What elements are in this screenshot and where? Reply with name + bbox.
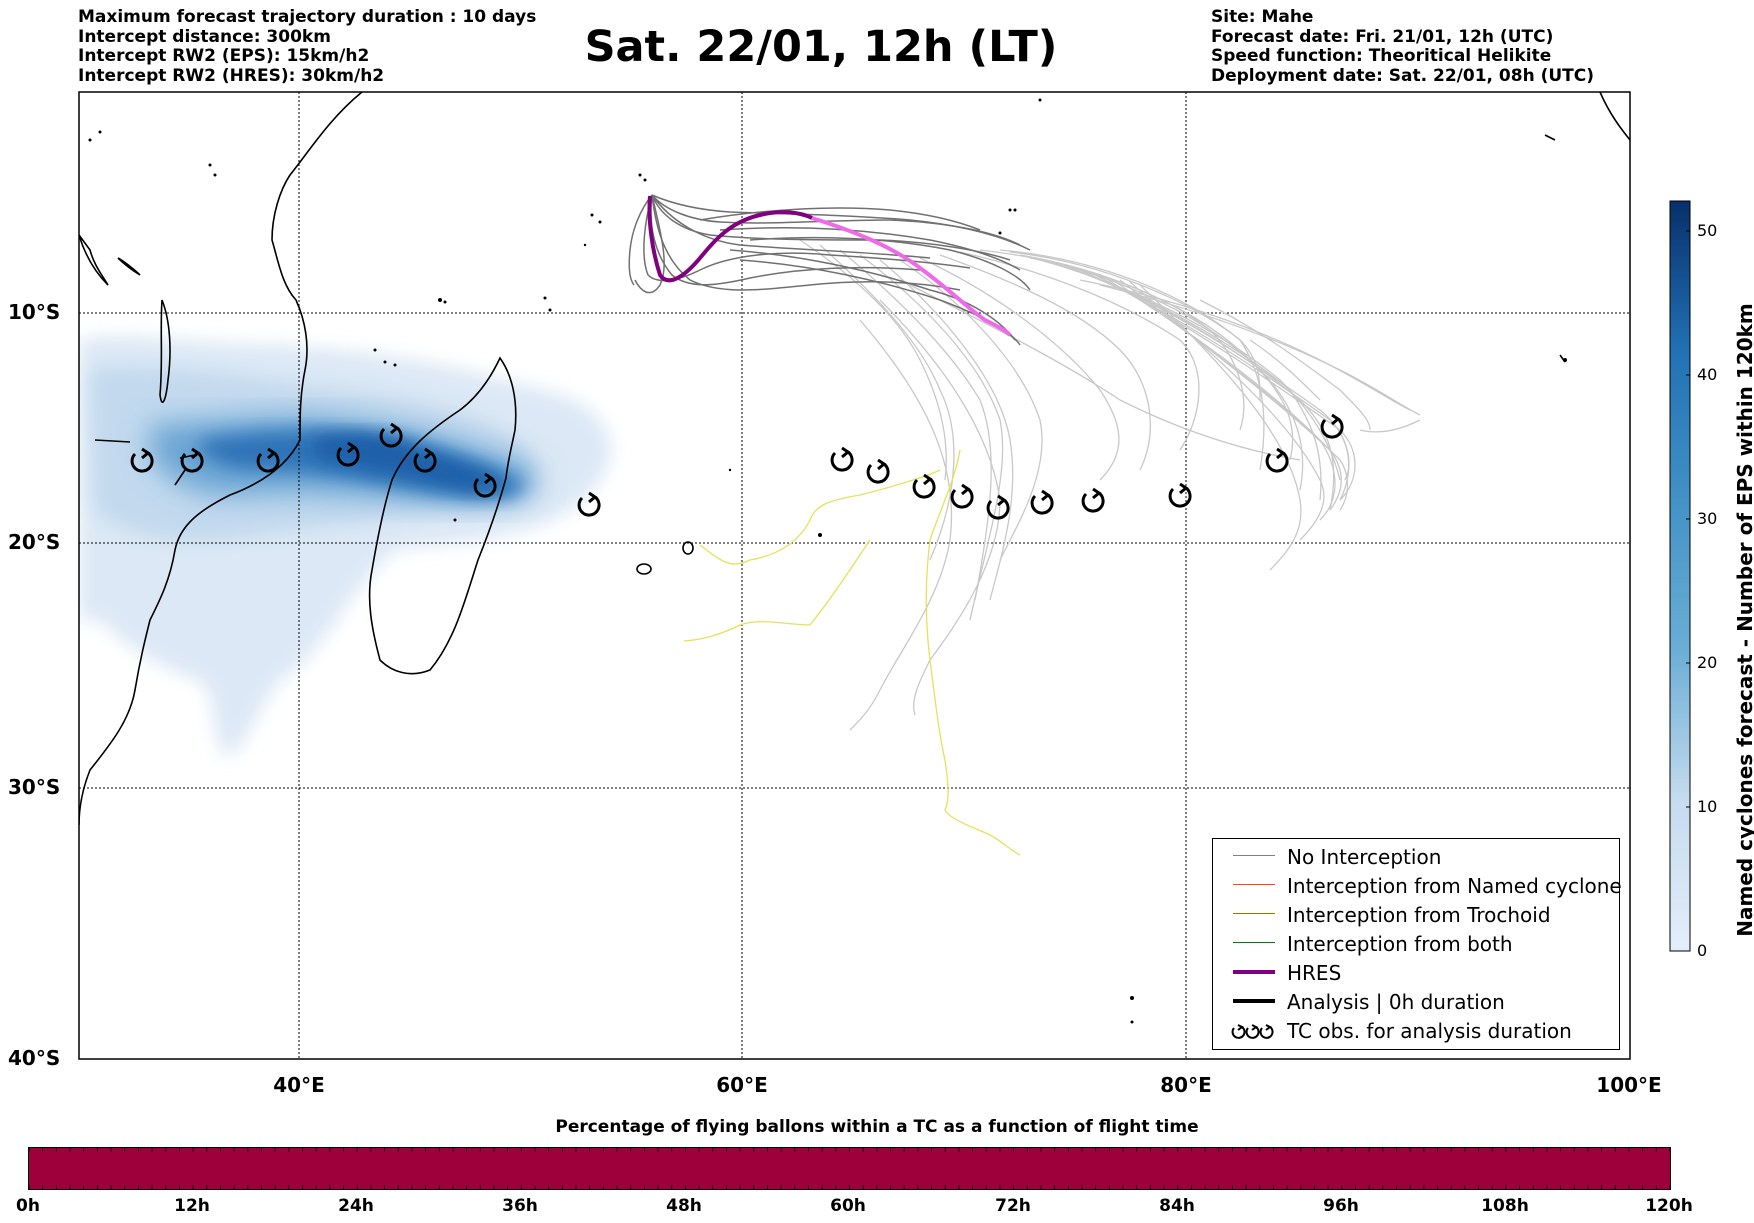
tc-observations [130,413,1344,520]
flight-time-tick: 72h [995,1196,1031,1216]
param-intercept-hres: Intercept RW2 (HRES): 30km/h2 [78,65,385,86]
coastlines [79,92,1630,826]
lat-label-20s: 20°S [8,530,61,554]
cyclone-icon [1231,1024,1274,1039]
colorbar [1669,200,1691,952]
flight-time-tick: 0h [16,1196,40,1216]
small-islands [88,98,1567,1024]
legend-line [1233,913,1275,914]
param-duration: Maximum forecast trajectory duration : 1… [78,7,537,27]
trajectories-no-interception-light [799,239,1421,731]
map-frame [78,91,1631,1060]
colorbar-tick: 50 [1697,221,1718,240]
lat-label-10s: 10°S [8,300,61,324]
deployment-date: Deployment date: Sat. 22/01, 08h (UTC) [1211,65,1595,86]
colorbar-tick: 0 [1697,941,1708,960]
legend-line [1233,855,1275,856]
flight-time-tick: 24h [338,1196,374,1216]
flight-time-tick: 84h [1159,1196,1195,1216]
flight-time-tick: 60h [830,1196,866,1216]
speed-function: Speed function: Theoritical Helikite [1211,46,1552,66]
flight-time-bar-title: Percentage of flying ballons within a TC… [555,1117,1199,1137]
lon-label-100e: 100°E [1596,1073,1662,1097]
legend-line [1233,884,1275,885]
legend-label: Interception from Named cyclone [1287,874,1622,898]
param-intercept-eps: Intercept RW2 (EPS): 15km/h2 [78,46,370,66]
colorbar-tick: 30 [1697,509,1718,528]
forecast-parameters: Maximum forecast trajectory duration : 1… [78,7,537,86]
site-info: Site: Mahe Forecast date: Fri. 21/01, 12… [1211,7,1595,86]
legend-label: Analysis | 0h duration [1287,990,1505,1014]
legend-line [1233,942,1275,943]
forecast-date: Forecast date: Fri. 21/01, 12h (UTC) [1211,26,1554,47]
legend-label: HRES [1287,961,1342,985]
map-title: Sat. 22/01, 12h (LT) [584,22,1058,72]
cyclone-density-field [79,336,611,756]
flight-time-tick: 108h [1481,1196,1529,1216]
colorbar-tick: 40 [1697,365,1718,384]
colorbar-tick: 10 [1697,797,1718,816]
flight-time-tick: 96h [1323,1196,1359,1216]
lon-label-80e: 80°E [1160,1073,1212,1097]
site-name: Site: Mahe [1211,7,1314,27]
legend-line [1233,970,1275,974]
legend-label: Interception from Trochoid [1287,903,1551,927]
flight-time-tick: 48h [666,1196,702,1216]
lat-label-30s: 30°S [8,775,61,799]
grid [79,92,1630,1059]
lat-label-40s: 40°S [8,1046,61,1070]
flight-time-tick: 12h [174,1196,210,1216]
flight-time-bar [28,1147,1671,1190]
legend-label: No Interception [1287,845,1442,869]
legend-label: Interception from both [1287,932,1513,956]
trajectories-no-interception-dark [628,194,1031,346]
legend: No Interception Interception from Named … [1212,838,1622,1050]
colorbar-tick: 20 [1697,653,1718,672]
lon-label-60e: 60°E [716,1073,768,1097]
hres-trajectory [647,195,1012,337]
trajectories-yellow [683,449,1021,856]
legend-line [1233,999,1275,1003]
legend-label: TC obs. for analysis duration [1287,1019,1572,1043]
colorbar-label: Named cyclones forecast - Number of EPS … [1733,303,1754,937]
flight-time-tick: 120h [1645,1196,1693,1216]
lon-label-40e: 40°E [273,1073,325,1097]
flight-time-bar-ticks [28,1148,1671,1189]
param-intercept-distance: Intercept distance: 300km [78,26,331,47]
flight-time-tick: 36h [502,1196,538,1216]
